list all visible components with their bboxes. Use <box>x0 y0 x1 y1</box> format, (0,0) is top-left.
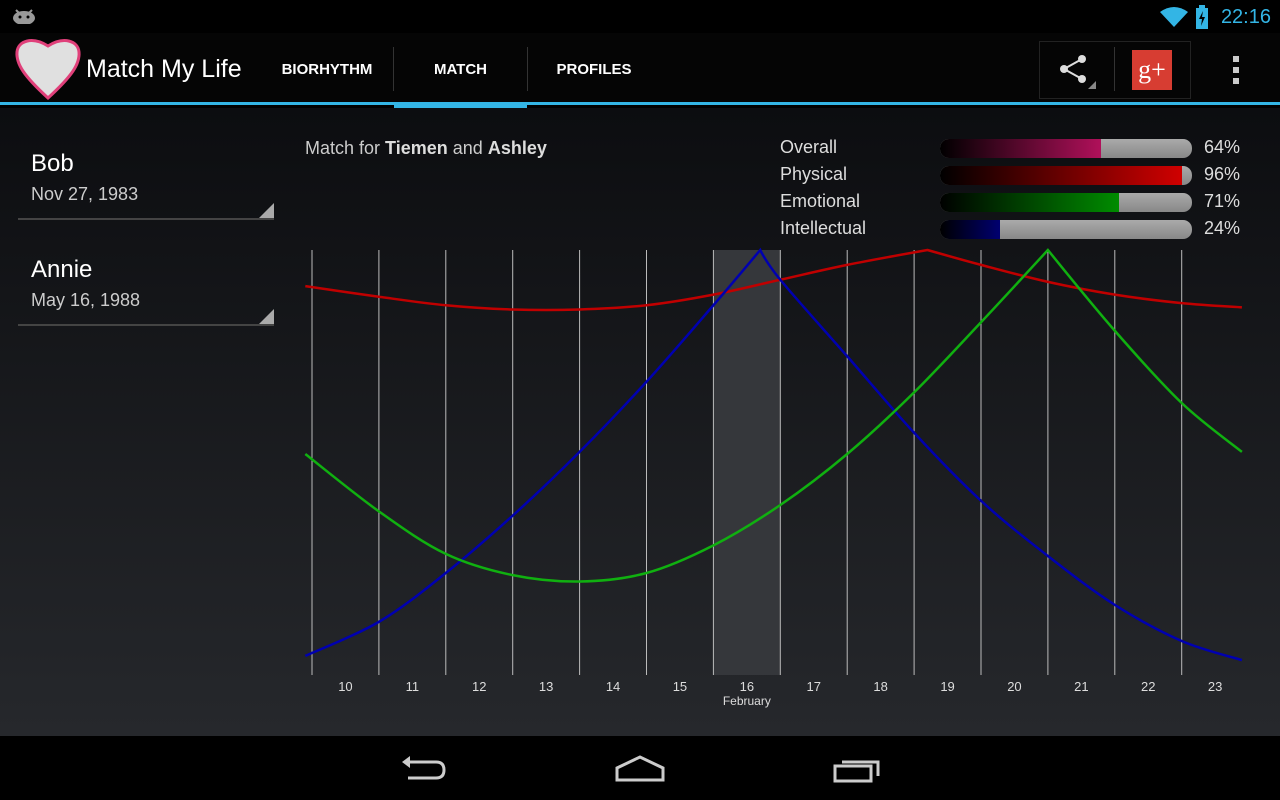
navigation-bar <box>0 736 1280 800</box>
match-name-1: Tiemen <box>385 138 448 158</box>
x-tick-label: 16 <box>740 679 754 694</box>
progress-bar <box>940 166 1192 185</box>
progress-bar <box>940 139 1192 158</box>
match-prefix: Match for <box>305 138 381 158</box>
today-highlight <box>713 250 781 675</box>
home-icon[interactable] <box>614 754 666 784</box>
metric-overall: Overall 64% <box>780 136 1250 160</box>
tab-profiles[interactable]: PROFILES <box>556 61 632 78</box>
app-title: Match My Life <box>86 55 242 83</box>
metric-label: Intellectual <box>780 218 867 238</box>
clock: 22:16 <box>1220 6 1271 28</box>
progress-fill <box>940 139 1102 158</box>
progress-fill <box>940 166 1182 185</box>
action-group <box>1039 41 1191 99</box>
share-icon[interactable] <box>1056 53 1098 91</box>
metric-label: Emotional <box>780 191 861 211</box>
progress-bar <box>940 220 1192 239</box>
match-heading: Match for Tiemen and Ashley <box>305 138 547 159</box>
x-axis-label: February <box>723 694 771 708</box>
x-tick-label: 11 <box>406 679 420 694</box>
x-tick-label: 22 <box>1141 679 1155 694</box>
progress-fill <box>940 220 1001 239</box>
recent-apps-icon[interactable] <box>832 756 882 784</box>
metric-label: Overall <box>780 137 838 157</box>
profile-date: Nov 27, 1983 <box>31 184 139 204</box>
metric-percent: 71% <box>1203 191 1240 211</box>
x-tick-label: 17 <box>807 679 821 694</box>
series-line-2 <box>304 248 1243 583</box>
dropdown-corner-icon <box>259 309 274 324</box>
x-tick-label: 10 <box>338 679 352 694</box>
x-tick-label: 15 <box>673 679 687 694</box>
x-tick-label: 21 <box>1074 679 1088 694</box>
status-bar: 22:16 <box>0 0 1280 33</box>
tab-divider <box>393 47 394 91</box>
x-tick-label: 19 <box>940 679 954 694</box>
x-tick-label: 12 <box>472 679 486 694</box>
match-content: Bob Nov 27, 1983 Annie May 16, 1988 Matc… <box>0 108 1280 736</box>
match-name-2: Ashley <box>487 138 547 158</box>
action-divider <box>1114 47 1115 91</box>
metric-label: Physical <box>780 164 848 184</box>
metric-emotional: Emotional 71% <box>780 190 1250 214</box>
progress-bar <box>940 193 1192 212</box>
biorhythm-chart: 10 11 12 13 14 15 16 17 18 19 20 21 22 23 February <box>304 247 1243 708</box>
wifi-icon <box>1160 7 1188 27</box>
tab-biorhythm[interactable]: BIORHYTHM <box>281 61 373 78</box>
tab-match[interactable]: MATCH <box>394 33 527 108</box>
action-bar: Match My Life BIORHYTHM MATCH PROFILES g… <box>0 33 1280 108</box>
metric-percent: 64% <box>1203 137 1240 157</box>
metric-percent: 24% <box>1203 218 1240 238</box>
dropdown-corner-icon <box>259 203 274 218</box>
progress-fill <box>940 193 1119 212</box>
google-plus-icon[interactable]: g+ <box>1132 50 1172 90</box>
x-tick-label: 23 <box>1208 679 1222 694</box>
metric-physical: Physical 96% <box>780 163 1250 187</box>
x-tick-label: 14 <box>606 679 620 694</box>
profile-name: Bob <box>31 150 74 177</box>
metric-percent: 96% <box>1203 164 1240 184</box>
metric-intellectual: Intellectual 24% <box>780 217 1250 241</box>
overflow-menu-icon[interactable] <box>1232 55 1242 85</box>
heart-logo-icon[interactable] <box>14 36 82 102</box>
x-tick-label: 20 <box>1007 679 1021 694</box>
profile-name: Annie <box>31 256 93 283</box>
series-line-1 <box>304 247 1243 662</box>
x-tick-label: 13 <box>539 679 553 694</box>
battery-icon <box>1196 5 1208 29</box>
back-icon[interactable] <box>398 754 448 784</box>
tab-divider <box>527 47 528 91</box>
profile-date: May 16, 1988 <box>31 290 141 310</box>
android-icon <box>13 9 35 24</box>
match-and: and <box>452 138 483 158</box>
profile-spinner-2[interactable]: Annie May 16, 1988 <box>18 246 274 326</box>
x-tick-label: 18 <box>873 679 887 694</box>
profile-spinner-1[interactable]: Bob Nov 27, 1983 <box>18 140 274 220</box>
